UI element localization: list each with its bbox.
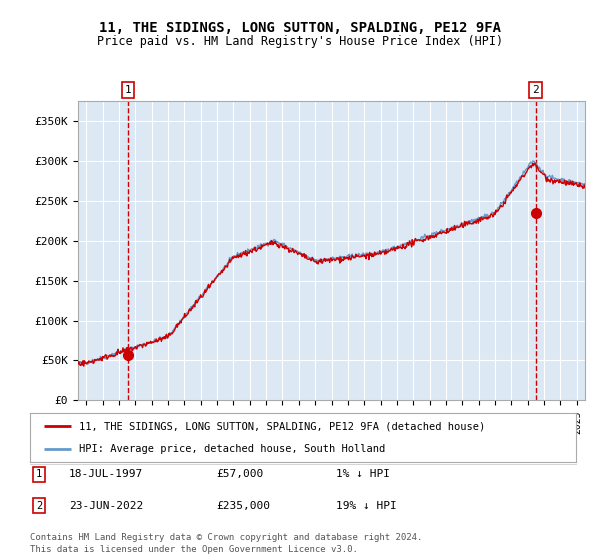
Text: 2: 2 <box>532 85 539 95</box>
Text: 11, THE SIDINGS, LONG SUTTON, SPALDING, PE12 9FA: 11, THE SIDINGS, LONG SUTTON, SPALDING, … <box>99 21 501 35</box>
Text: 1: 1 <box>36 469 42 479</box>
Text: 1% ↓ HPI: 1% ↓ HPI <box>336 469 390 479</box>
Text: Price paid vs. HM Land Registry's House Price Index (HPI): Price paid vs. HM Land Registry's House … <box>97 35 503 48</box>
Text: 2: 2 <box>36 501 42 511</box>
Text: £57,000: £57,000 <box>216 469 263 479</box>
Text: Contains HM Land Registry data © Crown copyright and database right 2024.: Contains HM Land Registry data © Crown c… <box>30 533 422 542</box>
Text: 18-JUL-1997: 18-JUL-1997 <box>69 469 143 479</box>
Text: 1: 1 <box>124 85 131 95</box>
Text: HPI: Average price, detached house, South Holland: HPI: Average price, detached house, Sout… <box>79 444 385 454</box>
Text: £235,000: £235,000 <box>216 501 270 511</box>
Text: 11, THE SIDINGS, LONG SUTTON, SPALDING, PE12 9FA (detached house): 11, THE SIDINGS, LONG SUTTON, SPALDING, … <box>79 421 485 431</box>
Text: This data is licensed under the Open Government Licence v3.0.: This data is licensed under the Open Gov… <box>30 545 358 554</box>
Text: 19% ↓ HPI: 19% ↓ HPI <box>336 501 397 511</box>
Text: 23-JUN-2022: 23-JUN-2022 <box>69 501 143 511</box>
